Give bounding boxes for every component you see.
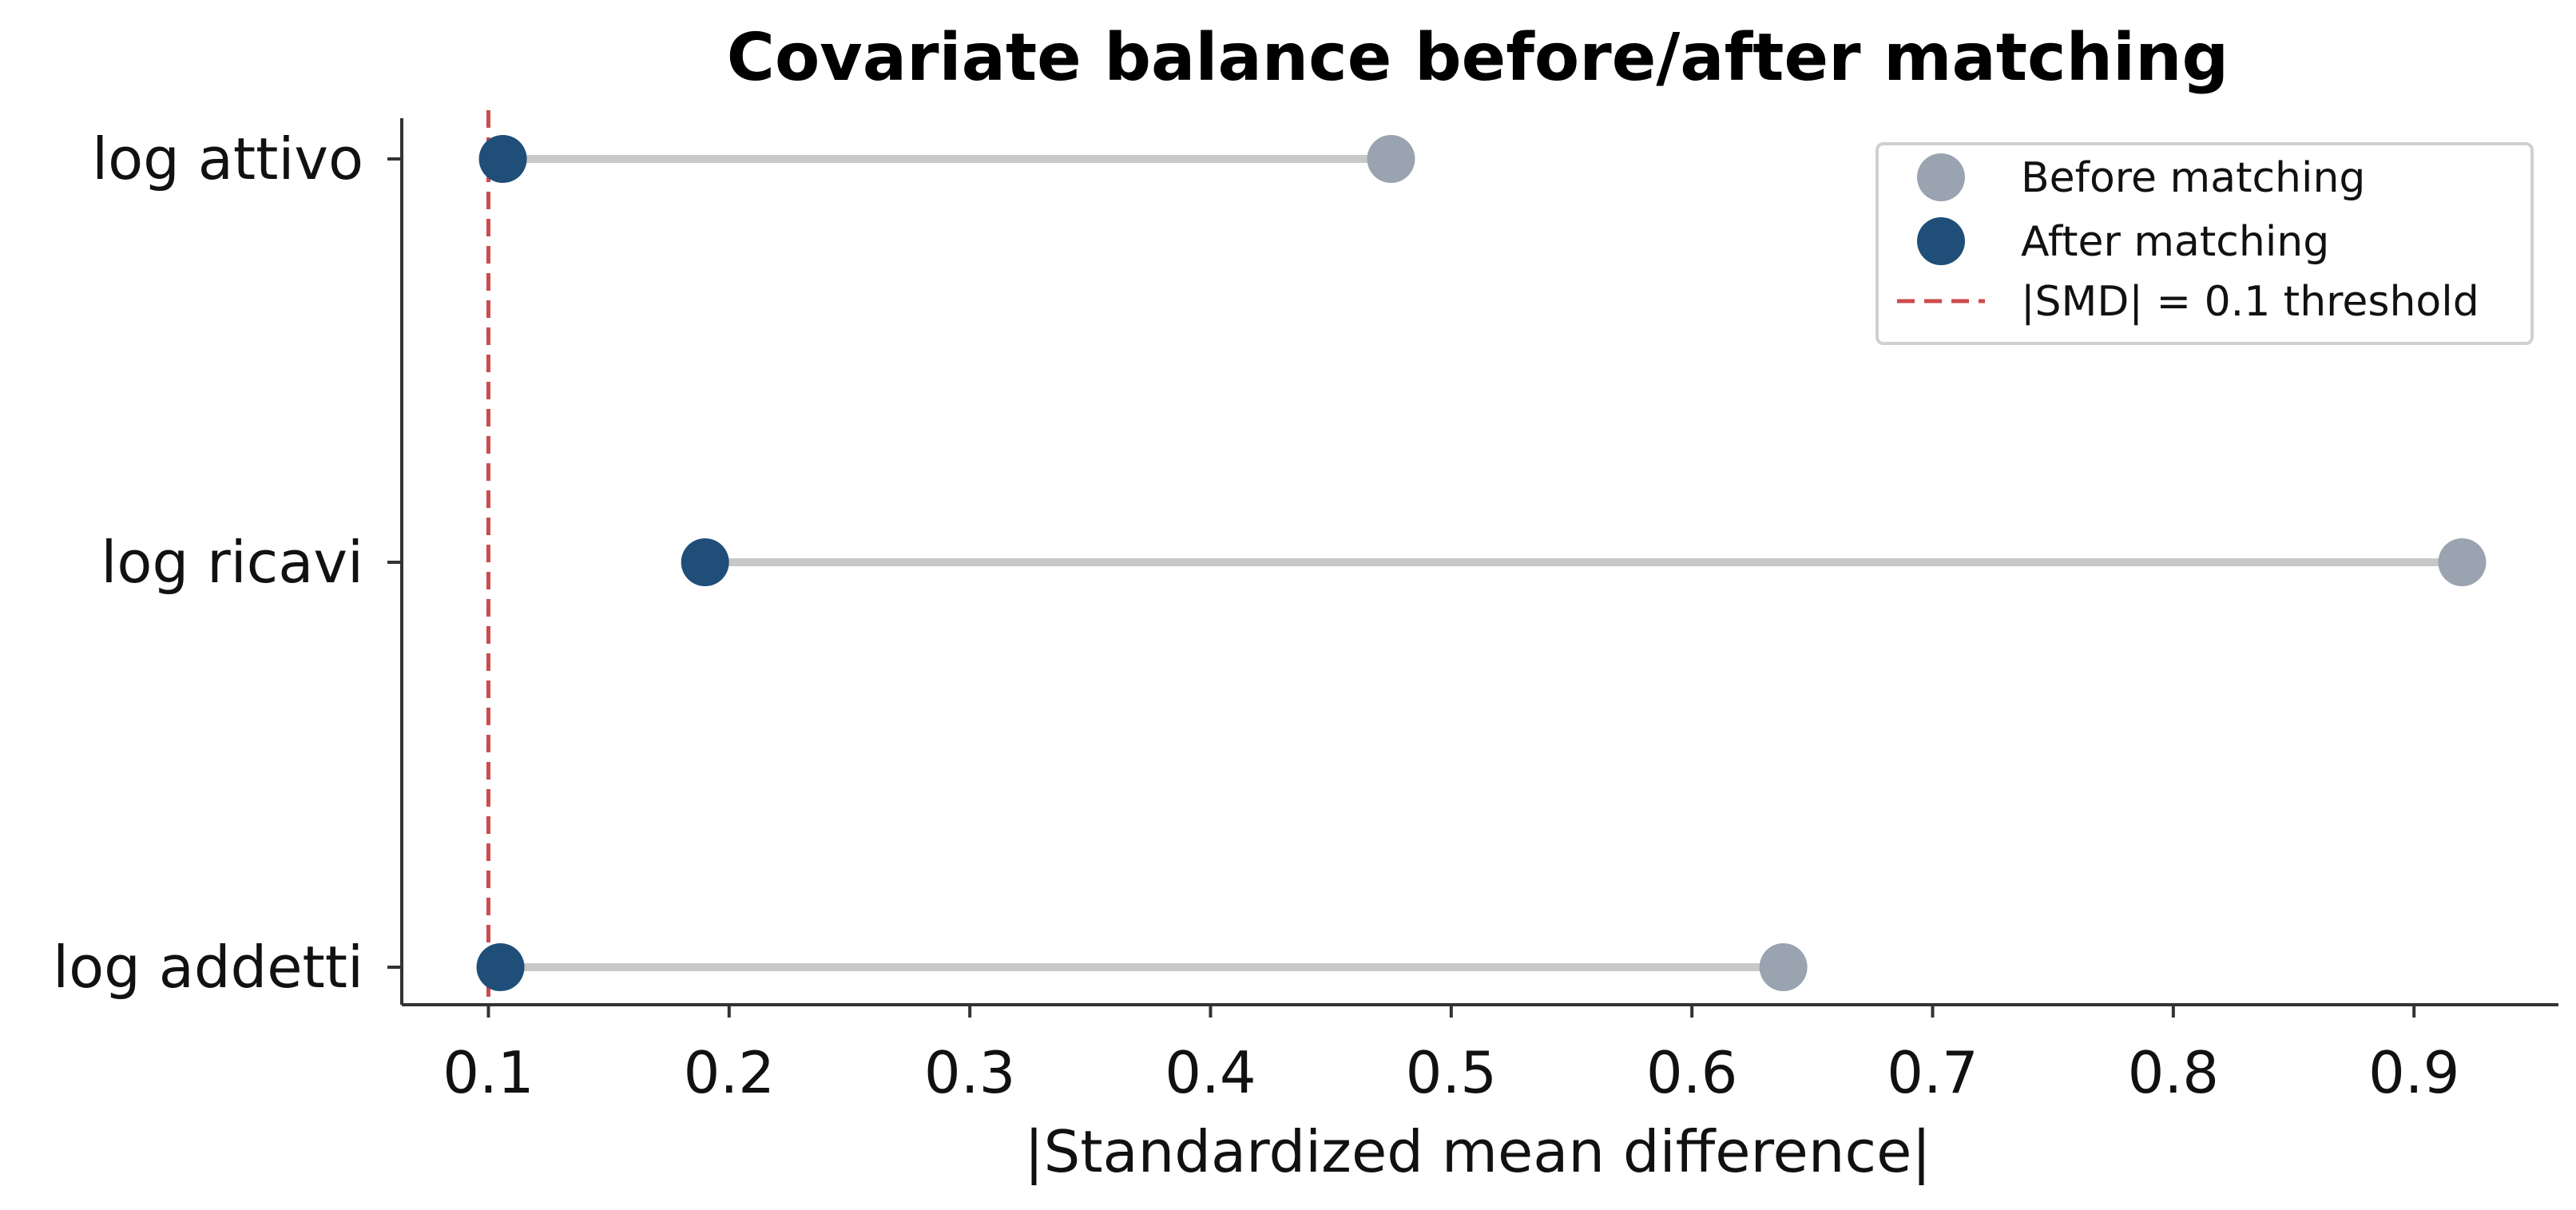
legend-label-after: After matching: [2021, 218, 2329, 266]
y-tick-label: log ricavi: [101, 529, 363, 596]
x-tick-label: 0.9: [2368, 1039, 2460, 1106]
chart-title: Covariate balance before/after matching: [727, 20, 2229, 96]
y-axis: log attivo log ricavi log addetti: [53, 118, 403, 1005]
x-tick-label: 0.4: [1165, 1039, 1256, 1106]
x-tick-label: 0.6: [1646, 1039, 1738, 1106]
point-before-matching: [1367, 135, 1415, 183]
x-tick-label: 0.7: [1887, 1039, 1979, 1106]
point-after-matching: [681, 538, 729, 586]
point-before-matching: [1759, 943, 1808, 991]
point-before-matching: [2438, 538, 2487, 586]
plot-area: [476, 110, 2487, 1005]
x-tick-label: 0.2: [684, 1039, 776, 1106]
point-after-matching: [476, 943, 525, 991]
point-after-matching: [478, 135, 527, 183]
x-tick-label: 0.5: [1406, 1039, 1498, 1106]
x-axis-label: |Standardized mean difference|: [1024, 1118, 1931, 1186]
x-axis: 0.1 0.2 0.3 0.4 0.5 0.6 0.7 0.8 0.9: [402, 1003, 2558, 1106]
x-tick-label: 0.8: [2128, 1039, 2220, 1106]
legend-marker-before: [1917, 153, 1965, 201]
legend: Before matching After matching |SMD| = 0…: [1875, 142, 2534, 345]
x-tick-label: 0.1: [443, 1039, 534, 1106]
legend-label-threshold: |SMD| = 0.1 threshold: [2021, 278, 2479, 326]
x-tick-label: 0.3: [924, 1039, 1016, 1106]
legend-frame: [1875, 142, 2534, 345]
y-tick-label: log attivo: [92, 125, 363, 192]
legend-marker-after: [1917, 217, 1965, 265]
legend-label-before: Before matching: [2021, 154, 2365, 202]
y-tick-label: log addetti: [53, 934, 363, 1001]
